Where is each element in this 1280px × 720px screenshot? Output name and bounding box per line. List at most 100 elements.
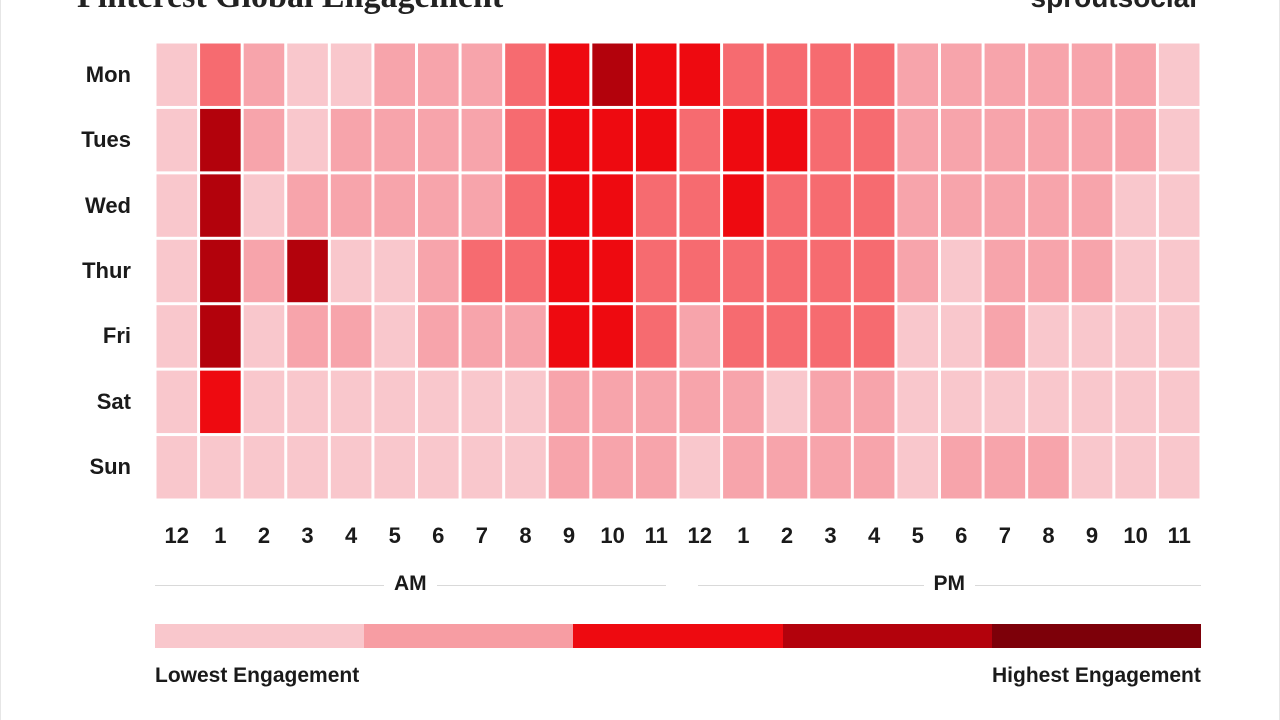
heatmap-cell-thur-23 [1158, 239, 1200, 303]
heatmap-cell-fri-20 [1028, 305, 1069, 368]
heatmap-cell-sat-19 [984, 370, 1026, 434]
heatmap-cell-sat-2 [243, 370, 285, 434]
hour-label-10: 10 [600, 523, 625, 548]
heatmap-cell-wed-18 [941, 174, 982, 237]
heatmap-cell-tues-6 [418, 108, 459, 172]
heatmap-cell-mon-19 [984, 43, 1026, 106]
heatmap-cell-wed-22 [1115, 174, 1156, 237]
heatmap-cell-thur-15 [810, 239, 851, 303]
day-label-wed: Wed [84, 192, 131, 218]
heatmap-cell-thur-1 [200, 239, 241, 303]
heatmap-cell-tues-15 [810, 108, 851, 172]
heatmap-cell-mon-10 [592, 43, 633, 106]
heatmap-cell-wed-19 [984, 174, 1026, 237]
heatmap-cell-sat-12 [679, 370, 721, 434]
heatmap-cell-mon-17 [897, 43, 938, 106]
heatmap-cell-wed-5 [374, 174, 415, 237]
hour-label-5: 5 [388, 523, 401, 548]
heatmap-cell-thur-5 [374, 239, 415, 303]
brand-logo: sproutsocial [1031, 0, 1197, 14]
heatmap-cell-wed-15 [810, 174, 851, 237]
heatmap-cell-tues-16 [853, 108, 895, 172]
heatmap-cell-thur-21 [1071, 239, 1113, 303]
hour-label-1: 1 [214, 523, 227, 548]
heatmap-cell-wed-10 [592, 174, 633, 237]
hour-label-6: 6 [432, 523, 445, 548]
heatmap-cell-wed-16 [853, 174, 895, 237]
heatmap-cell-mon-6 [418, 43, 459, 106]
heatmap-cell-sun-22 [1115, 436, 1156, 499]
heatmap-cell-sun-20 [1028, 436, 1069, 499]
heatmap-cell-sat-23 [1158, 370, 1200, 434]
heatmap-cell-fri-22 [1115, 305, 1156, 368]
heatmap-cell-tues-14 [766, 108, 808, 172]
heatmap-cell-tues-8 [505, 108, 546, 172]
hour-label-21: 9 [1085, 523, 1099, 548]
heatmap-cell-fri-11 [635, 305, 677, 368]
heatmap-cell-sun-13 [723, 436, 764, 499]
heatmap-cell-wed-4 [330, 174, 372, 237]
legend-swatch-3 [782, 624, 993, 648]
heatmap-cell-sat-14 [766, 370, 808, 434]
heatmap-cell-mon-16 [853, 43, 895, 106]
heatmap-cell-mon-1 [200, 43, 241, 106]
heatmap-cell-tues-1 [200, 108, 241, 172]
heatmap-cell-wed-11 [635, 174, 677, 237]
day-label-fri: Fri [102, 323, 131, 349]
heatmap-cell-tues-21 [1071, 108, 1113, 172]
heatmap-cell-wed-8 [505, 174, 546, 237]
hour-label-2: 2 [257, 523, 271, 548]
heatmap-cell-sun-4 [330, 436, 372, 499]
heatmap-cell-thur-14 [766, 239, 808, 303]
heatmap-cell-mon-11 [635, 43, 677, 106]
heatmap-cell-mon-23 [1158, 43, 1200, 106]
heatmap-cell-wed-17 [897, 174, 938, 237]
period-label-pm: PM [923, 572, 975, 596]
heatmap-cell-tues-0 [156, 108, 198, 172]
heatmap-cell-wed-21 [1071, 174, 1113, 237]
heatmap-cell-fri-23 [1158, 305, 1200, 368]
heatmap-cell-fri-14 [766, 305, 808, 368]
hour-label-22: 10 [1123, 523, 1148, 548]
hour-label-11: 11 [644, 523, 668, 548]
heatmap-cell-tues-18 [941, 108, 982, 172]
heatmap-cell-thur-3 [287, 239, 328, 303]
heatmap-cell-sun-15 [810, 436, 851, 499]
heatmap-cell-thur-16 [853, 239, 895, 303]
heatmap-cell-fri-0 [156, 305, 198, 368]
heatmap-cell-fri-13 [723, 305, 764, 368]
heatmap-cell-wed-1 [200, 174, 241, 237]
heatmap-cell-sat-7 [461, 370, 503, 434]
legend-swatch-2 [573, 624, 784, 648]
heatmap-cell-sun-10 [592, 436, 633, 499]
heatmap-cell-mon-4 [330, 43, 372, 106]
heatmap-cell-sat-6 [418, 370, 459, 434]
heatmap-cell-sat-3 [287, 370, 328, 434]
legend-high-label: Highest Engagement [992, 664, 1201, 687]
heatmap-cell-thur-11 [635, 239, 677, 303]
heatmap-cell-wed-12 [679, 174, 721, 237]
heatmap-cell-mon-13 [723, 43, 764, 106]
heatmap-cell-tues-13 [723, 108, 764, 172]
heatmap-cell-fri-2 [243, 305, 285, 368]
heatmap-cell-sat-5 [374, 370, 415, 434]
heatmap-cell-sun-6 [418, 436, 459, 499]
heatmap-cell-sat-0 [156, 370, 198, 434]
heatmap-cell-fri-9 [548, 305, 590, 368]
heatmap-cell-sat-17 [897, 370, 938, 434]
heatmap-cell-thur-18 [941, 239, 982, 303]
heatmap-cell-thur-20 [1028, 239, 1069, 303]
heatmap-cell-tues-9 [548, 108, 590, 172]
heatmap-cell-tues-5 [374, 108, 415, 172]
heatmap-cell-wed-13 [723, 174, 764, 237]
heatmap-cell-fri-6 [418, 305, 459, 368]
heatmap-cell-sun-2 [243, 436, 285, 499]
heatmap-cell-wed-14 [766, 174, 808, 237]
heatmap-cell-sat-13 [723, 370, 764, 434]
heatmap-cell-mon-14 [766, 43, 808, 106]
heatmap-cell-fri-17 [897, 305, 938, 368]
heatmap-cell-sat-1 [200, 370, 241, 434]
day-label-thur: Thur [82, 258, 131, 283]
heatmap-cell-thur-17 [897, 239, 938, 303]
